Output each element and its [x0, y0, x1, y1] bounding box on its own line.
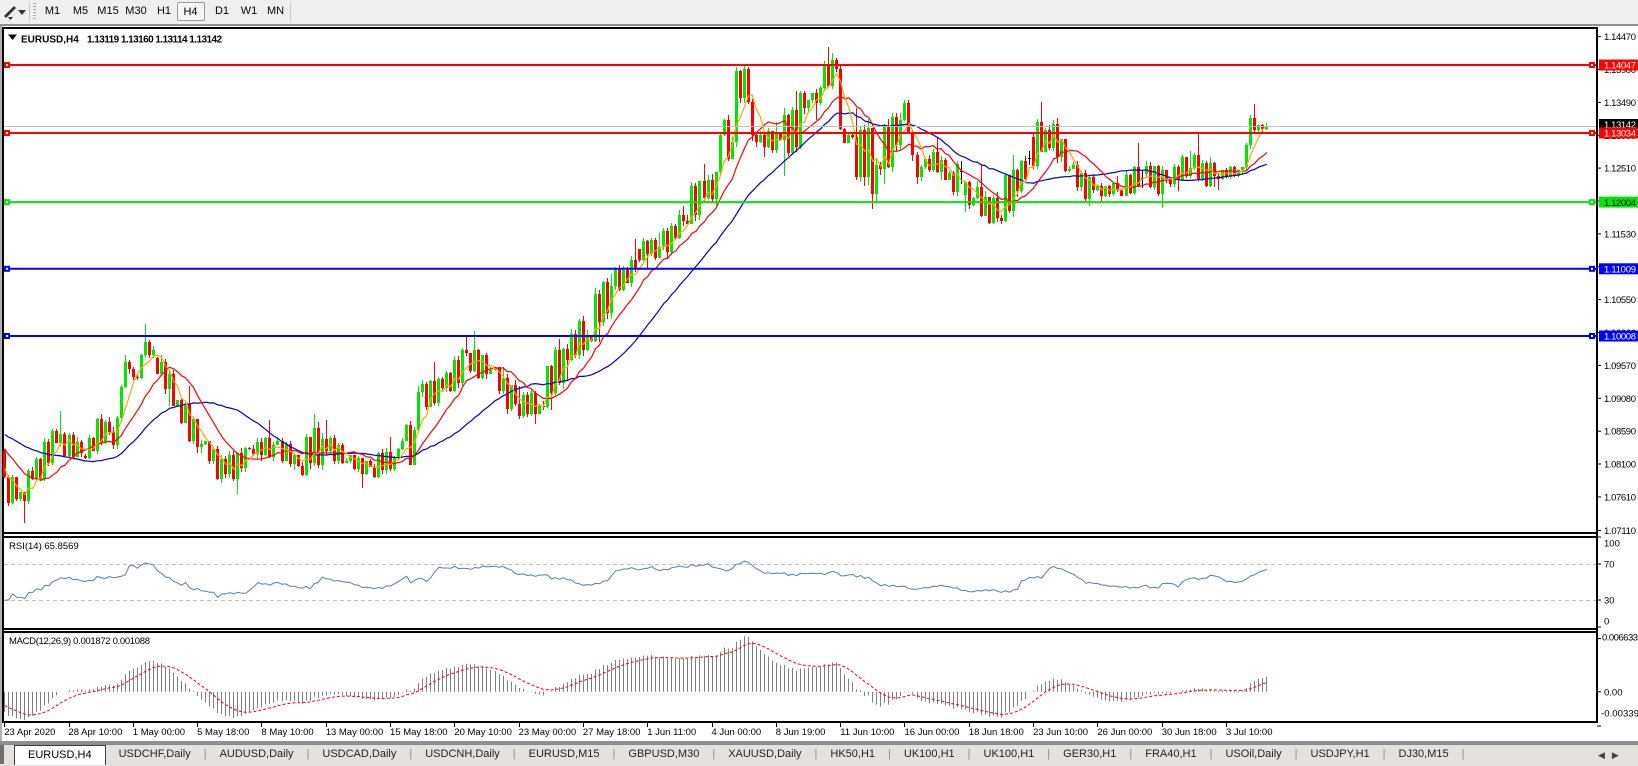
svg-text:3 Jul 10:00: 3 Jul 10:00 — [1226, 727, 1272, 738]
svg-text:15 May 18:00: 15 May 18:00 — [390, 727, 448, 738]
svg-text:1.09080: 1.09080 — [1604, 394, 1636, 405]
svg-text:1.13142: 1.13142 — [1604, 120, 1636, 131]
svg-text:1.07110: 1.07110 — [1604, 526, 1636, 537]
svg-text:0.006633: 0.006633 — [1602, 633, 1638, 644]
svg-text:26 Jun 00:00: 26 Jun 00:00 — [1097, 727, 1152, 738]
svg-text:20 May 10:00: 20 May 10:00 — [454, 727, 512, 738]
svg-text:16 Jun 00:00: 16 Jun 00:00 — [905, 727, 960, 738]
svg-text:1.11530: 1.11530 — [1604, 229, 1636, 240]
svg-text:70: 70 — [1604, 560, 1615, 571]
svg-text:1.13034: 1.13034 — [1604, 129, 1636, 140]
svg-text:30: 30 — [1604, 596, 1615, 607]
svg-text:1.14047: 1.14047 — [1604, 61, 1636, 72]
svg-text:23 Apr 2020: 23 Apr 2020 — [4, 727, 55, 738]
svg-text:1.14470: 1.14470 — [1604, 32, 1636, 43]
svg-text:1 May 00:00: 1 May 00:00 — [133, 727, 185, 738]
svg-text:EURUSD,H4: EURUSD,H4 — [21, 35, 79, 46]
svg-text:11 Jun 10:00: 11 Jun 10:00 — [840, 727, 894, 738]
svg-text:-0.00339: -0.00339 — [1601, 709, 1638, 720]
svg-text:13 May 00:00: 13 May 00:00 — [326, 727, 384, 738]
svg-text:23 May 00:00: 23 May 00:00 — [519, 727, 577, 738]
svg-text:0: 0 — [1604, 617, 1609, 628]
svg-text:1.13490: 1.13490 — [1604, 98, 1636, 109]
svg-text:1.09570: 1.09570 — [1604, 361, 1636, 372]
svg-text:1.10550: 1.10550 — [1604, 295, 1636, 306]
svg-text:1 Jun 11:00: 1 Jun 11:00 — [647, 727, 696, 738]
svg-text:MACD(12,26,9) 0.001872 0.00108: MACD(12,26,9) 0.001872 0.001088 — [9, 636, 150, 647]
svg-text:8 May 10:00: 8 May 10:00 — [261, 727, 313, 738]
svg-text:1.07610: 1.07610 — [1604, 492, 1636, 503]
svg-text:27 May 18:00: 27 May 18:00 — [583, 727, 641, 738]
svg-text:1.12510: 1.12510 — [1604, 164, 1636, 175]
svg-text:100: 100 — [1604, 539, 1620, 550]
svg-text:30 Jun 18:00: 30 Jun 18:00 — [1162, 727, 1217, 738]
svg-text:28 Apr 10:00: 28 Apr 10:00 — [69, 727, 123, 738]
svg-text:1.10008: 1.10008 — [1604, 332, 1636, 343]
svg-text:RSI(14) 65.8569: RSI(14) 65.8569 — [9, 541, 79, 552]
svg-text:1.12004: 1.12004 — [1604, 198, 1636, 209]
svg-text:1.08590: 1.08590 — [1604, 427, 1636, 438]
svg-text:23 Jun 10:00: 23 Jun 10:00 — [1033, 727, 1088, 738]
svg-text:1.11009: 1.11009 — [1604, 265, 1636, 276]
svg-text:1.13119 1.13160 1.13114 1.1314: 1.13119 1.13160 1.13114 1.13142 — [87, 35, 222, 46]
svg-text:4 Jun 00:00: 4 Jun 00:00 — [712, 727, 762, 738]
svg-text:0.00: 0.00 — [1604, 687, 1623, 698]
svg-text:8 Jun 19:00: 8 Jun 19:00 — [776, 727, 826, 738]
svg-text:1.08100: 1.08100 — [1604, 460, 1636, 471]
svg-text:18 Jun 18:00: 18 Jun 18:00 — [969, 727, 1024, 738]
svg-text:5 May 18:00: 5 May 18:00 — [197, 727, 249, 738]
